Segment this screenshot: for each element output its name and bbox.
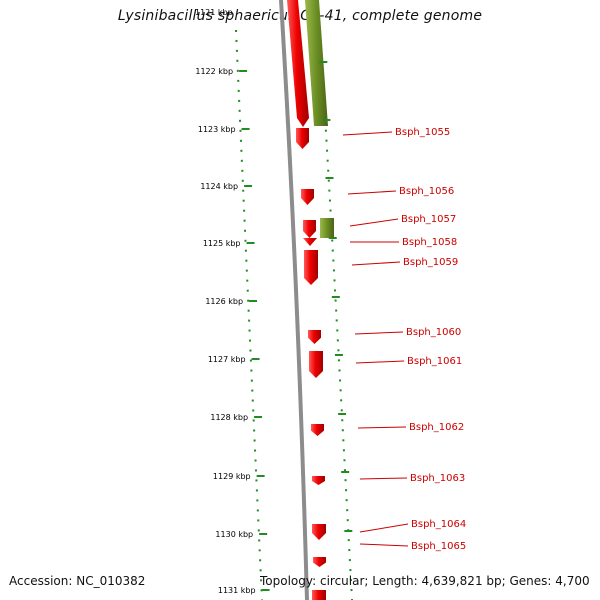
gene-bsph-1055[interactable] (296, 128, 309, 149)
tick-label: 1128 kbp (210, 413, 248, 422)
gene-label[interactable]: Bsph_1064 (411, 519, 466, 530)
tick-label: 1126 kbp (205, 297, 243, 306)
gene-label-connector (354, 331, 404, 335)
tick-label: 1123 kbp (198, 125, 236, 134)
gene-label-connector (351, 261, 401, 266)
gene-upstream-forward[interactable] (305, 0, 328, 126)
tick-label: 1124 kbp (200, 182, 238, 191)
gene-upstream-reverse[interactable] (287, 0, 309, 127)
genes: Bsph_1055 Bsph_1056 Bsph_1057 Bsph_1058 Bsph… (296, 127, 466, 600)
tick-label: 1131 kbp (218, 586, 256, 595)
gene-label[interactable]: Bsph_1058 (402, 237, 457, 248)
gene-label[interactable]: Bsph_1055 (395, 127, 450, 138)
gene-label[interactable]: Bsph_1061 (407, 356, 462, 367)
gene-label-connector (349, 218, 399, 227)
gene-label[interactable]: Bsph_1063 (410, 473, 465, 484)
gene-label-connector (359, 543, 409, 547)
tick-label: 1130 kbp (215, 530, 253, 539)
gene-bsph-1065[interactable] (313, 557, 326, 567)
gene-label[interactable]: Bsph_1060 (406, 327, 461, 338)
gene-label-connector (355, 360, 405, 364)
outer-tick-marks (319, 61, 353, 532)
gene-label[interactable]: Bsph_1056 (399, 186, 454, 197)
tick-marks: 1122 kbp 1123 kbp 1124 kbp 1125 kbp 1126 kbp… (195, 67, 270, 595)
tick-label: 1129 kbp (213, 472, 251, 481)
gene-label-connector (359, 523, 409, 533)
gene-bsph-1064[interactable] (312, 524, 326, 540)
gene-bsph-1062[interactable] (311, 424, 324, 436)
tick-label: 1125 kbp (203, 239, 241, 248)
gene-downstream-reverse[interactable] (312, 590, 326, 600)
tick-label-top: 1121 kbp (195, 8, 233, 17)
gene-bsph-1061[interactable] (309, 351, 323, 378)
gene-bsph-1060[interactable] (308, 330, 321, 344)
gene-label[interactable]: Bsph_1065 (411, 541, 466, 552)
gene-bsph-1058[interactable] (303, 220, 316, 238)
gene-fragment-arrow[interactable] (303, 238, 317, 246)
map-title: Lysinibacillus sphaericus C3-41, complet… (117, 8, 483, 24)
gene-bsph-1056[interactable] (301, 189, 314, 205)
gene-label-connector (359, 477, 408, 480)
gene-bsph-1059[interactable] (304, 250, 318, 285)
inner-dotted-ring (235, 29, 263, 600)
gene-label-connector (347, 190, 397, 195)
gene-label[interactable]: Bsph_1057 (401, 214, 456, 225)
gene-bsph-1057[interactable] (320, 218, 334, 238)
gene-bsph-1063[interactable] (312, 476, 325, 485)
gene-label-connector (357, 426, 407, 429)
tick-label: 1122 kbp (195, 67, 233, 76)
gene-label-connector (342, 131, 393, 136)
tick-label: 1127 kbp (208, 355, 246, 364)
gene-label[interactable]: Bsph_1062 (409, 422, 464, 433)
gene-label[interactable]: Bsph_1059 (403, 257, 458, 268)
accession-text: Accession: NC_010382 (9, 574, 146, 588)
genome-backbone (279, 0, 309, 600)
topology-text: Topology: circular; Length: 4,639,821 bp… (260, 574, 590, 588)
